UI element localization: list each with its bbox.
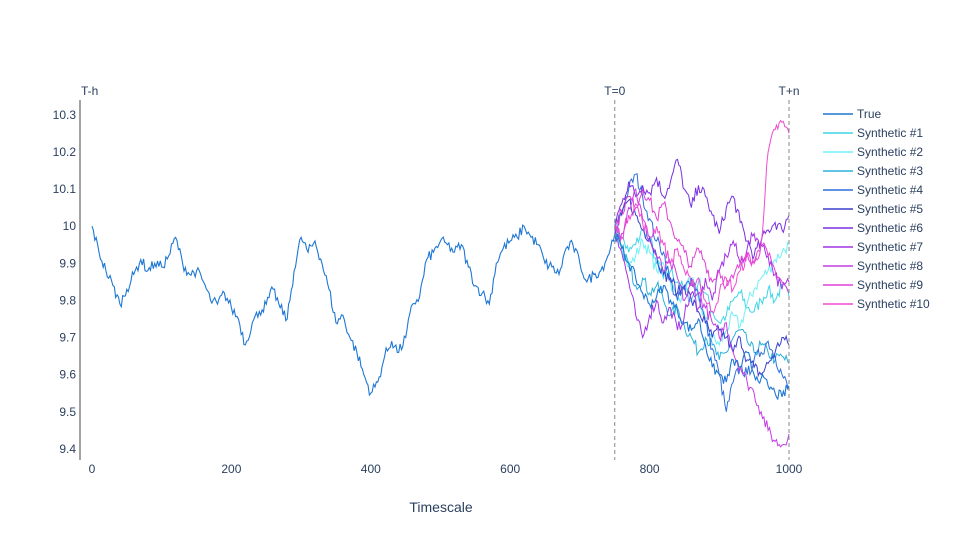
legend-item-label[interactable]: Synthetic #6 (857, 221, 923, 235)
y-tick-label: 9.9 (59, 256, 76, 270)
y-tick-label: 10 (63, 219, 77, 233)
y-tick-label: 10.1 (53, 182, 77, 196)
plot-area (91, 119, 790, 448)
legend-item-label[interactable]: Synthetic #1 (857, 126, 923, 140)
legend-item-label[interactable]: Synthetic #3 (857, 164, 923, 178)
synthetic-series-line-10 (614, 119, 790, 314)
y-tick-label: 9.7 (59, 331, 76, 345)
x-axis-title: Timescale (409, 499, 472, 515)
y-tick-label: 9.5 (59, 405, 76, 419)
x-tick-label: 400 (361, 462, 381, 476)
legend-item-label[interactable]: Synthetic #10 (857, 297, 930, 311)
x-tick-label: 800 (640, 462, 660, 476)
x-tick-label: 1000 (776, 462, 803, 476)
synthetic-series-line-3 (614, 228, 790, 364)
x-tick-label: 200 (221, 462, 241, 476)
legend-item-label[interactable]: Synthetic #4 (857, 183, 923, 197)
legend-item-label[interactable]: Synthetic #7 (857, 240, 923, 254)
synthetic-series-line-2 (614, 225, 790, 347)
marker-label: T-h (81, 84, 98, 98)
legend-item-label[interactable]: Synthetic #9 (857, 278, 923, 292)
synthetic-series-line-9 (614, 188, 790, 294)
x-tick-label: 0 (89, 462, 96, 476)
synthetic-series-line-8 (614, 187, 790, 448)
y-tick-label: 10.3 (53, 108, 77, 122)
marker-label: T+n (778, 84, 799, 98)
y-tick-label: 10.2 (53, 145, 77, 159)
legend-item-label[interactable]: Synthetic #2 (857, 145, 923, 159)
axes: 9.4 9.5 9.6 9.7 9.8 9.9 10 10.1 10.2 10.3 0 200 400 6… (53, 84, 803, 476)
legend-item-label[interactable]: True (857, 107, 882, 121)
marker-label: T=0 (604, 84, 625, 98)
x-tick-label: 600 (500, 462, 520, 476)
legend-item-label[interactable]: Synthetic #8 (857, 259, 923, 273)
legend-item-label[interactable]: Synthetic #5 (857, 202, 923, 216)
synthetic-series-line-6 (614, 158, 790, 261)
y-tick-label: 9.4 (59, 442, 76, 456)
synthetic-series-line-4 (614, 173, 790, 412)
y-tick-label: 9.8 (59, 293, 76, 307)
y-tick-label: 9.6 (59, 368, 76, 382)
legend: True Synthetic #1 Synthetic #2 Synthetic #3… (823, 107, 930, 311)
true-series-line (91, 224, 790, 401)
